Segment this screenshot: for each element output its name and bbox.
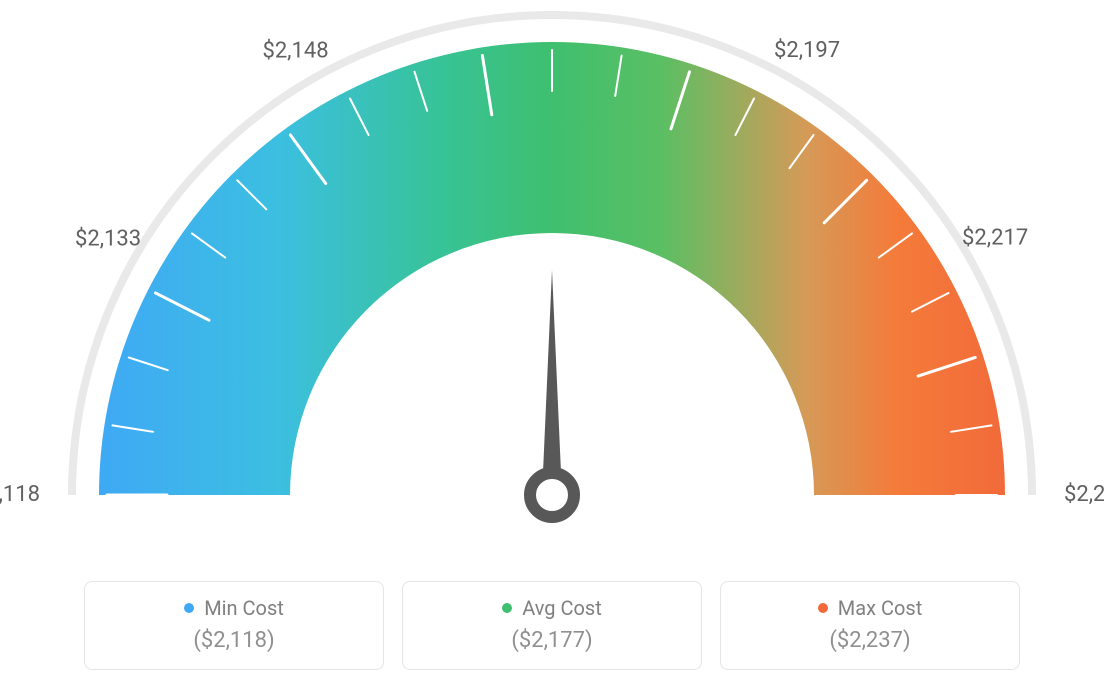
min-cost-value: ($2,118): [105, 628, 363, 653]
max-cost-value: ($2,237): [741, 628, 999, 653]
max-cost-label: Max Cost: [838, 596, 923, 620]
min-cost-header: Min Cost: [105, 596, 363, 620]
max-cost-dot-icon: [818, 603, 828, 613]
min-cost-card: Min Cost ($2,118): [84, 581, 384, 670]
gauge-area: $2,118$2,133$2,148$2,177$2,197$2,217$2,2…: [0, 0, 1104, 540]
gauge-svg: $2,118$2,133$2,148$2,177$2,197$2,217$2,2…: [0, 0, 1104, 560]
gauge-scale-label: $2,197: [774, 38, 840, 63]
gauge-scale-label: $2,118: [0, 482, 40, 507]
avg-cost-value: ($2,177): [423, 628, 681, 653]
avg-cost-label: Avg Cost: [522, 596, 602, 620]
cost-cards-row: Min Cost ($2,118) Avg Cost ($2,177) Max …: [0, 581, 1104, 670]
avg-cost-dot-icon: [502, 603, 512, 613]
gauge-needle: [542, 270, 562, 495]
gauge-chart-container: $2,118$2,133$2,148$2,177$2,197$2,217$2,2…: [0, 0, 1104, 690]
min-cost-label: Min Cost: [204, 596, 284, 620]
avg-cost-header: Avg Cost: [423, 596, 681, 620]
avg-cost-card: Avg Cost ($2,177): [402, 581, 702, 670]
gauge-scale-label: $2,237: [1064, 482, 1104, 507]
max-cost-card: Max Cost ($2,237): [720, 581, 1020, 670]
min-cost-dot-icon: [184, 603, 194, 613]
max-cost-header: Max Cost: [741, 596, 999, 620]
gauge-scale-label: $2,148: [262, 39, 328, 64]
gauge-scale-label: $2,133: [75, 227, 141, 252]
gauge-hub: [530, 473, 574, 517]
gauge-scale-label: $2,217: [962, 225, 1028, 250]
